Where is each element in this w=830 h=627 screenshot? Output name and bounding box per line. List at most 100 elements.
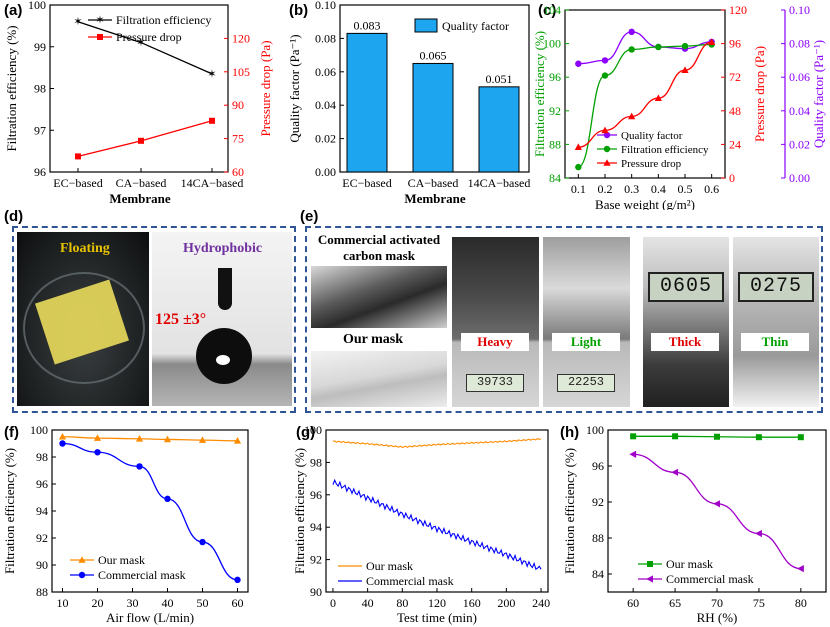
b-y-tick-label-4: 0.08 bbox=[315, 31, 336, 45]
c-legend-label-1: Filtration efficiency bbox=[621, 144, 709, 156]
h-y-axis-title: Filtration efficiency (%) bbox=[562, 448, 577, 574]
a-yr-tick-label-2: 90 bbox=[232, 98, 244, 112]
a-x-tick-label-2: 14CA−based bbox=[181, 176, 244, 190]
c-point-1-3 bbox=[655, 43, 662, 51]
a-point-1-1 bbox=[138, 137, 144, 144]
h-x-tick-label-3: 75 bbox=[753, 596, 765, 610]
f-point-0-4 bbox=[198, 436, 207, 443]
f-y-tick-label-6: 100 bbox=[30, 423, 48, 437]
c-yr2-tick-label-1: 0.02 bbox=[789, 137, 810, 151]
panel-e-frame bbox=[305, 226, 823, 413]
g-x-axis-title: Test time (min) bbox=[397, 610, 477, 625]
h-x-axis-title: RH (%) bbox=[697, 610, 738, 625]
g-y-tick-label-1: 92 bbox=[310, 553, 322, 567]
needle bbox=[218, 268, 232, 310]
c-yr2-tick-label-2: 0.04 bbox=[789, 104, 810, 118]
f-point-0-1 bbox=[93, 434, 102, 441]
c-x-axis-title: Base weight (g/m²) bbox=[595, 197, 695, 210]
h-legend-label-1: Commercial mask bbox=[666, 572, 754, 586]
c-y-tick-label-0: 84 bbox=[549, 171, 561, 185]
c-point-2-5 bbox=[708, 38, 716, 45]
a-y-tick-label-2: 98 bbox=[34, 82, 46, 96]
plot-frame bbox=[564, 9, 726, 179]
thin-tag: Thin bbox=[741, 333, 809, 351]
a-yr-tick-label-1: 75 bbox=[232, 132, 244, 146]
light-scale-readout: 22253 bbox=[557, 374, 615, 392]
a-series-line-1 bbox=[77, 120, 213, 158]
chart-a-filtration-pressure: 96 97 98 99 100 60 75 90 105 120 EC−based CA−based 1… bbox=[4, 0, 273, 206]
b-value-label-1: 0.065 bbox=[420, 48, 447, 62]
a-yr-tick-label-4: 120 bbox=[232, 31, 250, 45]
g-x-tick-label-6: 240 bbox=[532, 596, 550, 610]
c-point-1-2 bbox=[628, 46, 635, 53]
b-x-tick-label-1: CA−based bbox=[408, 176, 459, 190]
a-y-tick-label-1: 97 bbox=[34, 123, 46, 137]
a-legend-marker-0: ✶ bbox=[95, 15, 104, 27]
h-x-tick-label-2: 70 bbox=[711, 596, 723, 610]
plot-frame bbox=[325, 429, 549, 593]
panel-label-d: (d) bbox=[4, 208, 24, 225]
c-yr-tick-label-1: 24 bbox=[729, 137, 741, 151]
b-y-tick-label-3: 0.06 bbox=[315, 65, 336, 79]
c-yr-tick-label-3: 72 bbox=[729, 70, 741, 84]
h-x-tick-label-4: 80 bbox=[795, 596, 807, 610]
f-legend-label-0: Our mask bbox=[98, 553, 145, 567]
c-yr-tick-label-4: 96 bbox=[729, 37, 741, 51]
thick-gauge-readout: 0605 bbox=[648, 272, 724, 302]
heavy-tag: Heavy bbox=[461, 333, 529, 351]
commercial-title-line2: carbon mask bbox=[343, 248, 415, 263]
floating-photo bbox=[17, 232, 149, 406]
c-y-axis-title: Filtration efficiency (%) bbox=[535, 31, 547, 157]
a-x-axis-title: Membrane bbox=[109, 191, 171, 206]
h-point-1-2 bbox=[713, 500, 720, 508]
commercial-mask-photo bbox=[311, 266, 447, 328]
f-y-axis-title: Filtration efficiency (%) bbox=[2, 448, 17, 574]
g-x-tick-label-4: 160 bbox=[463, 596, 481, 610]
h-point-0-4 bbox=[797, 434, 804, 441]
f-point-1-5 bbox=[234, 576, 241, 584]
c-legend-label-0: Quality factor bbox=[621, 130, 683, 142]
f-point-0-3 bbox=[163, 435, 172, 443]
commercial-title-line1: Commercial activated bbox=[317, 232, 441, 247]
g-y-tick-label-4: 98 bbox=[310, 455, 322, 469]
a-point-1-0 bbox=[75, 153, 81, 160]
a-yr-tick-label-0: 60 bbox=[232, 165, 244, 179]
panel-d-frame bbox=[12, 226, 296, 413]
f-y-tick-label-4: 96 bbox=[36, 477, 48, 491]
panel-label-g: (g) bbox=[296, 424, 316, 441]
c-point-1-4 bbox=[681, 42, 689, 50]
commercial-mask-title: Commercial activated carbon mask bbox=[309, 232, 449, 264]
c-y-right2-axis-title: Quality factor (Pa⁻¹) bbox=[811, 40, 826, 148]
c-legend-marker-2 bbox=[603, 159, 611, 166]
b-x-tick-label-0: EC−based bbox=[342, 176, 391, 190]
b-y-tick-label-0: 0.00 bbox=[315, 165, 336, 179]
h-x-tick-label-0: 60 bbox=[627, 596, 639, 610]
c-y-tick-label-5: 104 bbox=[543, 3, 561, 17]
h-point-0-2 bbox=[714, 433, 720, 440]
c-y-tick-label-2: 92 bbox=[549, 104, 561, 118]
h-y-tick-label-4: 100 bbox=[586, 423, 604, 437]
b-bar-2 bbox=[478, 86, 520, 173]
panel-label-e: (e) bbox=[300, 208, 319, 225]
g-x-tick-label-1: 40 bbox=[362, 596, 374, 610]
c-point-2-1 bbox=[601, 126, 609, 134]
b-legend-label: Quality factor bbox=[442, 19, 509, 33]
a-x-tick-label-0: EC−based bbox=[53, 176, 102, 190]
g-series-line-1 bbox=[332, 478, 542, 571]
plot-frame bbox=[607, 429, 827, 593]
c-series-line-2 bbox=[578, 41, 712, 148]
c-x-tick-label-5: 0.6 bbox=[704, 182, 719, 196]
a-y-right-axis-title: Pressure drop (Pa) bbox=[258, 40, 273, 136]
c-point-2-4 bbox=[681, 66, 689, 73]
beaker-rim bbox=[23, 272, 145, 384]
a-y-tick-label-0: 96 bbox=[34, 165, 46, 179]
f-x-axis-title: Air flow (L/min) bbox=[106, 610, 194, 625]
c-yr-tick-label-0: 0 bbox=[729, 171, 735, 185]
b-legend-swatch bbox=[414, 18, 438, 33]
heavy-scale-readout: 39733 bbox=[466, 374, 524, 392]
b-y-tick-label-2: 0.04 bbox=[315, 98, 336, 112]
c-point-2-0 bbox=[574, 143, 582, 150]
f-x-tick-label-0: 10 bbox=[57, 596, 69, 610]
a-legend-marker-1 bbox=[97, 34, 103, 40]
a-y-tick-label-3: 99 bbox=[34, 40, 46, 54]
